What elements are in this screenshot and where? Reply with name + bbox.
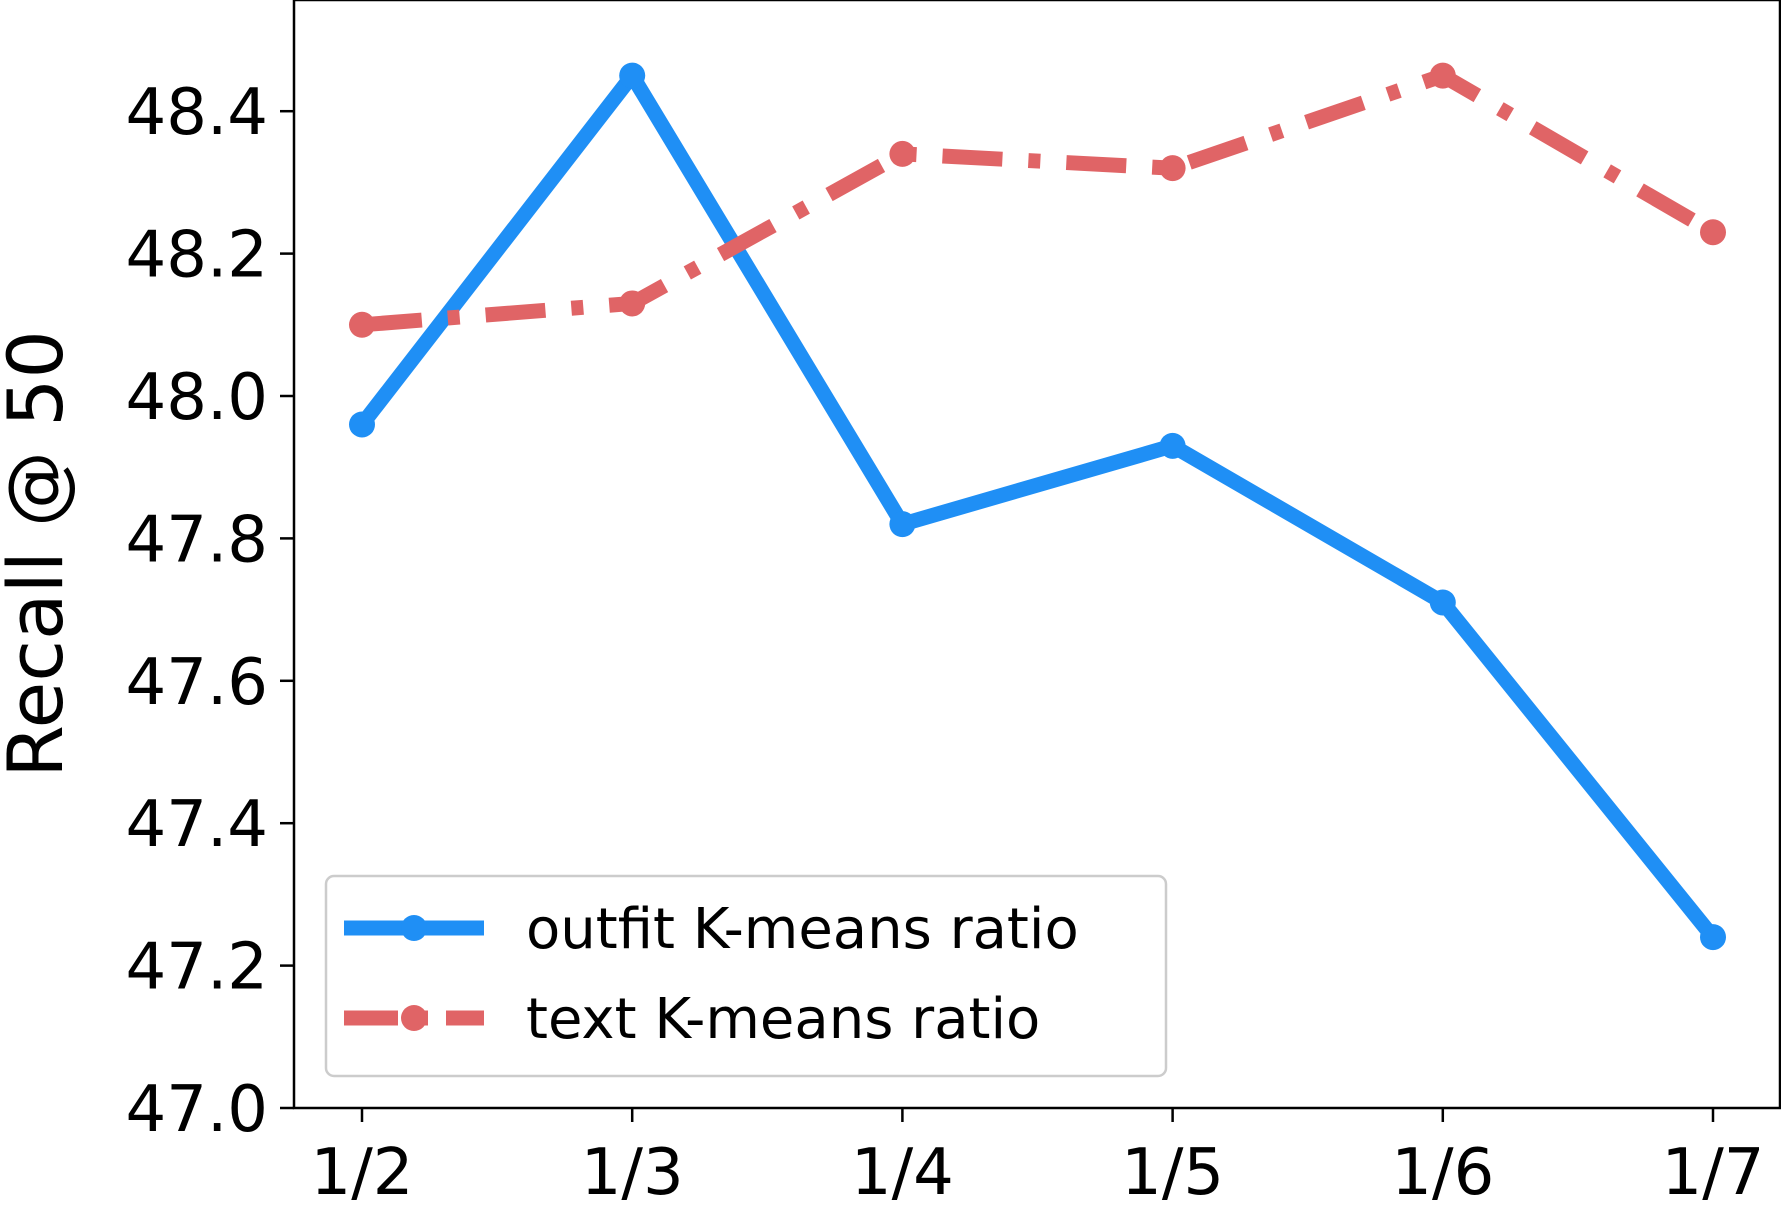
data-point (619, 290, 646, 317)
data-point (1159, 432, 1186, 459)
x-axis: 1/2 1/3 1/4 1/5 1/6 1/7 (311, 1108, 1765, 1210)
y-tick-label: 47.0 (126, 1073, 269, 1147)
data-point (1700, 219, 1726, 246)
y-tick-label: 47.6 (126, 646, 269, 720)
data-point (889, 140, 916, 167)
data-point (1700, 924, 1726, 951)
y-tick-label: 48.4 (126, 76, 269, 150)
plot-frame (292, 0, 1781, 1110)
x-tick-label: 1/5 (1121, 1136, 1224, 1210)
legend-swatch-marker (401, 1005, 427, 1031)
y-tick-label: 48.0 (126, 361, 269, 435)
data-point (619, 62, 646, 89)
series-line (356, 68, 1719, 942)
series-layer (349, 62, 1726, 951)
series-line (361, 68, 1717, 333)
data-point (1159, 155, 1186, 182)
x-tick-label: 1/3 (581, 1136, 684, 1210)
y-tick-label: 47.4 (126, 788, 269, 862)
x-tick-label: 1/2 (311, 1136, 414, 1210)
legend: outfit K-means ratio text K-means ratio (324, 874, 1168, 1078)
data-point (349, 411, 375, 438)
series-1 (349, 62, 1726, 951)
x-tick-label: 1/7 (1662, 1136, 1765, 1210)
x-tick-label: 1/6 (1391, 1136, 1494, 1210)
data-point (349, 311, 375, 338)
y-tick-label: 47.8 (126, 503, 269, 577)
data-point (889, 511, 916, 538)
x-tick-label: 1/4 (851, 1136, 954, 1210)
legend-label: outfit K-means ratio (526, 897, 1079, 962)
y-tick-label: 48.2 (126, 219, 269, 293)
y-tick-label: 47.2 (126, 931, 269, 1005)
data-point (1429, 62, 1456, 89)
data-point (1429, 589, 1456, 616)
legend-box (324, 874, 1168, 1078)
legend-swatch-marker (401, 915, 427, 941)
y-axis-label: Recall @ 50 (0, 330, 80, 778)
legend-label: text K-means ratio (526, 987, 1040, 1052)
y-axis: 47.0 47.2 47.4 47.6 47.8 48.0 48.2 48.4 (126, 76, 294, 1147)
series-2 (349, 62, 1726, 338)
